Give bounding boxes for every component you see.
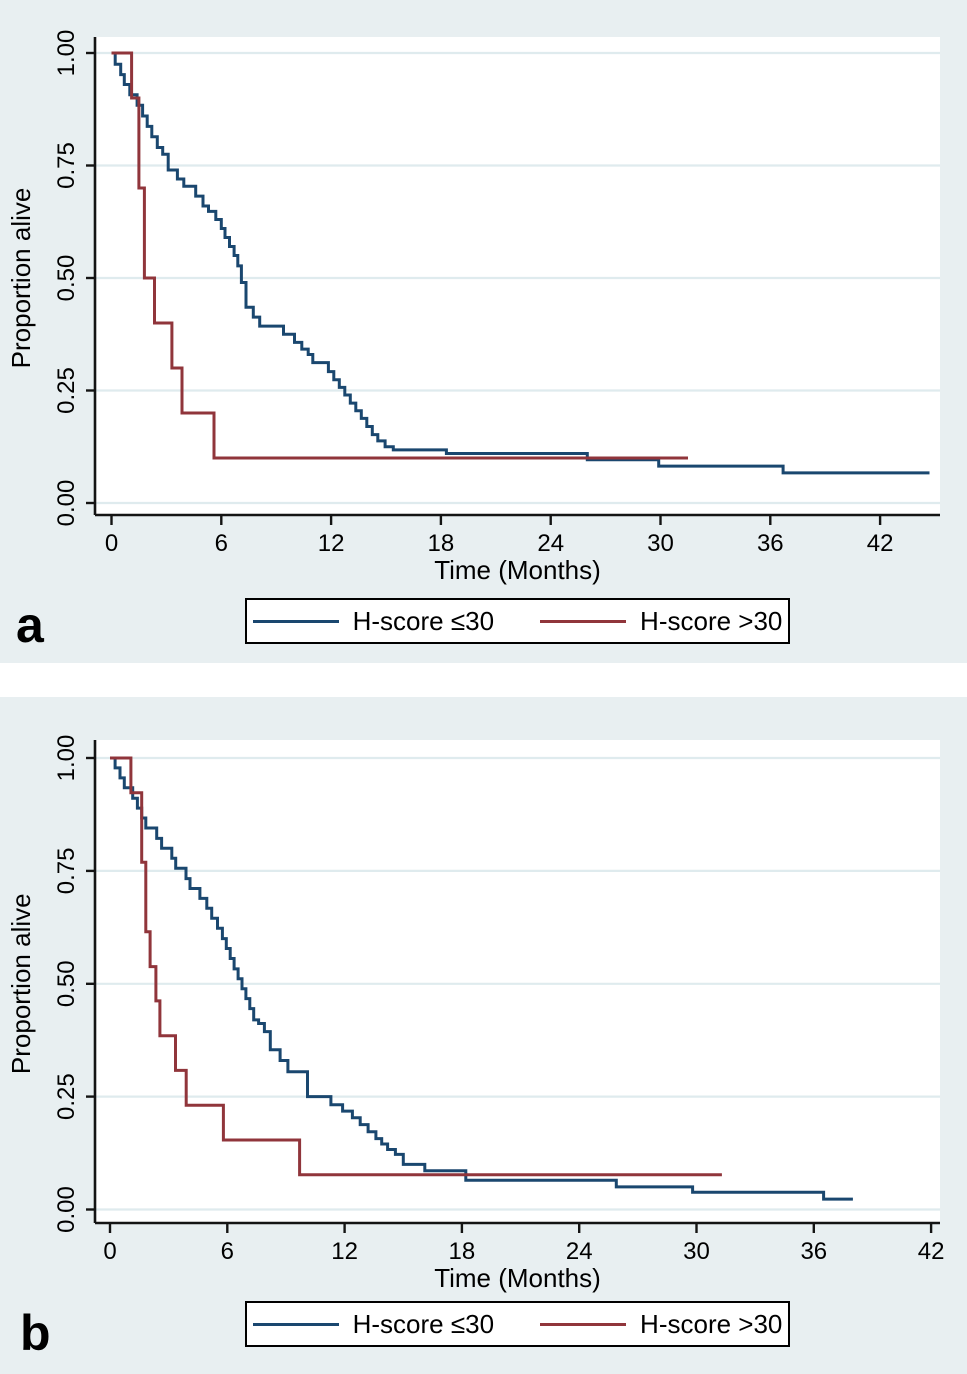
y-tick-label: 0.00 (53, 1186, 80, 1233)
x-tick-label: 18 (449, 1238, 476, 1265)
x-tick-label: 12 (318, 530, 345, 557)
y-tick-label: 0.75 (53, 848, 80, 895)
km-chart-a: 0 6 12 18 24 30 36 42 0.00 0.25 0.50 0.75 1.00 Time (… (6, 30, 940, 585)
survival-curve-hscore-high (111, 51, 688, 460)
legend-b: H-score ≤30 H-score >30 (245, 1301, 790, 1347)
legend-label-high: H-score >30 (640, 1308, 783, 1339)
plot-area (95, 37, 940, 515)
x-tick-label: 30 (647, 530, 674, 557)
x-tick-label: 6 (221, 1238, 234, 1265)
y-tick-label: 0.25 (53, 367, 80, 414)
panel-b: 0 6 12 18 24 30 36 42 0.00 0.25 0.50 0.75 1.00 Time (… (0, 697, 967, 1374)
legend-label-high: H-score >30 (640, 605, 783, 636)
legend-line-low-icon (252, 1322, 339, 1326)
y-tick-label: 0.50 (53, 255, 80, 302)
x-tick-label: 12 (331, 1238, 358, 1265)
y-axis-title: Proportion alive (6, 188, 36, 369)
x-tick-label: 18 (428, 530, 455, 557)
panel-a: 0 6 12 18 24 30 36 42 0.00 0.25 0.50 0.75 1.00 Time (… (0, 0, 967, 663)
panel-label-b: b (20, 1305, 51, 1361)
panel-label-a: a (16, 597, 44, 653)
y-tick-label: 0.75 (53, 142, 80, 189)
km-chart-b: 0 6 12 18 24 30 36 42 0.00 0.25 0.50 0.75 1.00 Time (… (6, 735, 945, 1293)
x-tick-label: 30 (683, 1238, 710, 1265)
legend-label-low: H-score ≤30 (352, 605, 495, 636)
legend-label-low: H-score ≤30 (352, 1308, 495, 1339)
x-axis-title: Time (Months) (434, 555, 601, 585)
legend-item-low: H-score ≤30 (252, 605, 495, 637)
x-axis-title: Time (Months) (434, 1263, 601, 1293)
panel-gap (0, 663, 967, 697)
y-tick-label: 1.00 (53, 30, 80, 77)
plot-area (95, 740, 940, 1223)
y-tick-label: 0.00 (53, 480, 80, 527)
legend-line-high-icon (540, 1322, 627, 1326)
legend-item-high: H-score >30 (540, 606, 782, 637)
x-tick-label: 36 (757, 530, 784, 557)
legend-a: H-score ≤30 H-score >30 (245, 598, 790, 644)
legend-line-low-icon (252, 619, 339, 623)
survival-curve-hscore-high (110, 756, 722, 1177)
x-tick-label: 42 (867, 530, 894, 557)
legend-line-high-icon (540, 619, 627, 623)
x-tick-label: 0 (103, 1238, 116, 1265)
x-tick-label: 6 (215, 530, 228, 557)
y-tick-label: 0.25 (53, 1073, 80, 1120)
x-tick-label: 36 (800, 1238, 827, 1265)
survival-curve-hscore-low (110, 756, 853, 1201)
y-tick-label: 0.50 (53, 960, 80, 1007)
legend-item-high: H-score >30 (540, 1309, 782, 1340)
x-tick-label: 24 (566, 1238, 593, 1265)
y-tick-label: 1.00 (53, 735, 80, 782)
x-tick-label: 42 (918, 1238, 945, 1265)
x-tick-label: 24 (537, 530, 564, 557)
y-axis-title: Proportion alive (6, 893, 36, 1074)
x-tick-label: 0 (105, 530, 118, 557)
survival-curve-hscore-low (111, 51, 930, 475)
legend-item-low: H-score ≤30 (252, 1308, 495, 1340)
